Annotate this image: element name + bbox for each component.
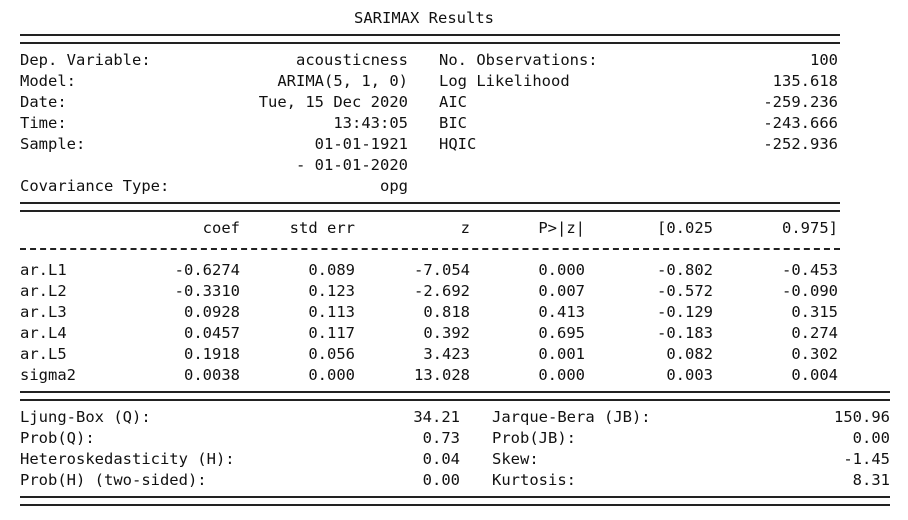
header-right-label: Log Likelihood [439,72,570,90]
diag-right-value: 0.00 [852,429,890,447]
header-right-value: -252.936 [763,135,838,153]
header-left-value: ARIMA(5, 1, 0) [277,72,408,90]
table-cell: 0.392 [423,324,470,342]
diag-left-label: Heteroskedasticity (H): [20,450,235,468]
table-cell: 0.004 [791,366,838,384]
double-rule-bottom [20,496,890,506]
header-left-value: 13:43:05 [333,114,408,132]
diag-right-label: Jarque-Bera (JB): [492,408,651,426]
header-left-label: Covariance Type: [20,177,170,195]
header-right-label: HQIC [439,135,477,153]
header-left-value: acousticness [296,51,408,69]
header-right-value: 100 [810,51,838,69]
table-cell: 0.315 [791,303,838,321]
table-cell: -0.453 [782,261,838,279]
header-left-value: opg [380,177,408,195]
table-cell: 0.089 [308,261,355,279]
table-cell: 0.1918 [184,345,240,363]
double-rule-lower [20,391,890,401]
header-left-label: Date: [20,93,67,111]
results-title: SARIMAX Results [354,9,494,27]
table-cell: -0.6274 [174,261,240,279]
diag-right-value: -1.45 [843,450,890,468]
table-cell: 0.274 [791,324,838,342]
table-cell: 0.302 [791,345,838,363]
dashed-rule [20,248,840,250]
table-cell: 0.001 [538,345,585,363]
header-left-label: Sample: [20,135,86,153]
table-cell: 0.818 [423,303,470,321]
column-header: coef [202,219,240,237]
table-cell: -0.572 [657,282,713,300]
diag-right-label: Prob(JB): [492,429,576,447]
table-cell: 0.695 [538,324,585,342]
table-cell: -0.3310 [174,282,240,300]
diag-left-value: 0.73 [422,429,460,447]
header-left-value: - 01-01-2020 [296,156,408,174]
double-rule-top [20,34,840,44]
table-cell: 0.000 [308,366,355,384]
column-header: 0.975] [782,219,838,237]
table-cell: 0.000 [538,366,585,384]
table-cell: 0.0457 [184,324,240,342]
table-cell: 0.113 [308,303,355,321]
table-cell: 3.423 [423,345,470,363]
table-cell: -7.054 [414,261,470,279]
table-cell: 0.007 [538,282,585,300]
diag-left-label: Prob(Q): [20,429,95,447]
header-right-value: 135.618 [772,72,838,90]
header-left-label: Model: [20,72,76,90]
row-name: ar.L4 [20,324,67,342]
header-right-value: -259.236 [763,93,838,111]
header-right-label: BIC [439,114,467,132]
row-name: ar.L5 [20,345,67,363]
table-cell: 0.082 [666,345,713,363]
table-cell: -0.802 [657,261,713,279]
column-header: z [460,219,470,237]
table-cell: 13.028 [414,366,470,384]
diag-right-label: Skew: [492,450,539,468]
table-cell: 0.413 [538,303,585,321]
double-rule-mid [20,202,840,212]
column-header: P>|z| [538,219,585,237]
row-name: ar.L2 [20,282,67,300]
diag-right-value: 8.31 [852,471,890,489]
table-cell: 0.003 [666,366,713,384]
column-header: [0.025 [657,219,713,237]
header-left-value: 01-01-1921 [314,135,408,153]
row-name: sigma2 [20,366,76,384]
table-cell: 0.056 [308,345,355,363]
diag-left-value: 0.04 [422,450,460,468]
header-left-label: Time: [20,114,67,132]
table-cell: -0.090 [782,282,838,300]
header-right-label: No. Observations: [439,51,598,69]
diag-left-label: Prob(H) (two-sided): [20,471,207,489]
header-left-value: Tue, 15 Dec 2020 [258,93,408,111]
table-cell: -2.692 [414,282,470,300]
diag-left-value: 0.00 [422,471,460,489]
table-cell: 0.0928 [184,303,240,321]
table-cell: 0.0038 [184,366,240,384]
table-cell: 0.123 [308,282,355,300]
diag-right-value: 150.96 [834,408,890,426]
row-name: ar.L3 [20,303,67,321]
table-cell: 0.000 [538,261,585,279]
table-cell: 0.117 [308,324,355,342]
diag-right-label: Kurtosis: [492,471,576,489]
table-cell: -0.183 [657,324,713,342]
diag-left-value: 34.21 [413,408,460,426]
row-name: ar.L1 [20,261,67,279]
header-left-label: Dep. Variable: [20,51,151,69]
column-header: std err [289,219,355,237]
header-right-label: AIC [439,93,467,111]
diag-left-label: Ljung-Box (Q): [20,408,151,426]
header-right-value: -243.666 [763,114,838,132]
table-cell: -0.129 [657,303,713,321]
